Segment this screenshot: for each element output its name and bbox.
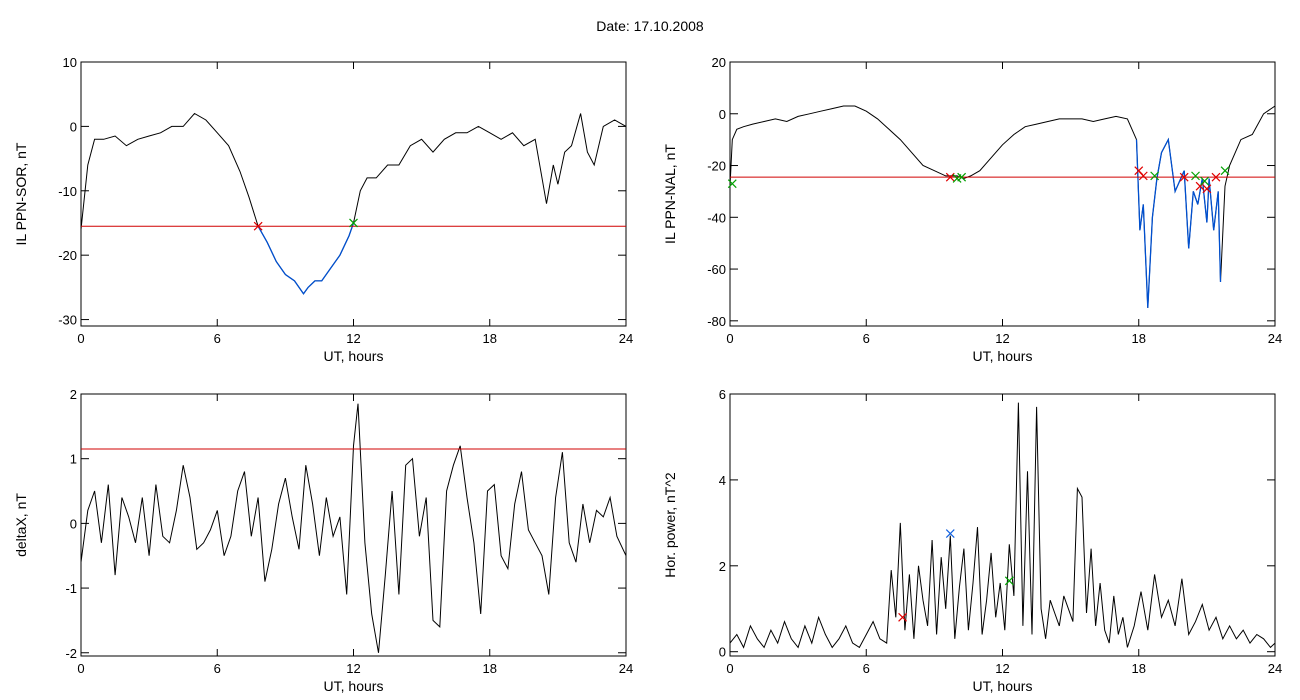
x-axis-label: UT, hours (324, 348, 384, 364)
x-axis-label: UT, hours (324, 678, 384, 694)
y-tick-label: -40 (707, 210, 726, 225)
x-tick-label: 6 (863, 331, 870, 346)
page-title: Date: 17.10.2008 (596, 18, 704, 34)
plot-frame (80, 61, 627, 327)
y-axis-label: IL PPN-SOR, nT (13, 142, 29, 245)
plot-frame (80, 393, 627, 657)
x-tick-label: 0 (726, 661, 733, 676)
y-tick-label: 4 (719, 473, 726, 488)
series-line (730, 402, 1275, 649)
x-tick-label: 0 (77, 331, 84, 346)
y-tick-label: 6 (719, 387, 726, 402)
y-tick-label: 2 (719, 559, 726, 574)
marker-blue (945, 529, 955, 539)
marker-red (253, 221, 263, 231)
marker-green (957, 172, 967, 182)
y-tick-label: 1 (70, 452, 77, 467)
chart-panel-1: 0 6 12 18 24 -30 -20 -10 0 10 UT, hours IL PPN-SOR,… (13, 55, 633, 364)
marker-red (1211, 172, 1221, 182)
marker-red (1179, 172, 1189, 182)
y-tick-label: 10 (63, 55, 77, 70)
x-tick-label: 6 (214, 661, 221, 676)
y-tick-label: -80 (707, 314, 726, 329)
x-tick-label: 12 (346, 661, 360, 676)
y-axis-label: IL PPN-NAL, nT (662, 144, 678, 244)
marker-green (349, 218, 358, 228)
marker-red (1138, 171, 1148, 181)
series-line (730, 105, 1275, 308)
highlight-line (1135, 137, 1222, 308)
y-tick-label: -1 (65, 581, 77, 596)
marker-red (898, 612, 908, 622)
marker-green (1220, 166, 1230, 176)
y-tick-label: 2 (70, 387, 77, 402)
x-tick-label: 18 (1132, 331, 1146, 346)
y-tick-label: -20 (707, 159, 726, 174)
x-tick-label: 24 (619, 331, 633, 346)
x-tick-label: 6 (214, 331, 221, 346)
x-tick-label: 24 (619, 661, 633, 676)
y-tick-label: 0 (70, 516, 77, 531)
series-line (81, 112, 626, 295)
x-tick-label: 24 (1268, 331, 1282, 346)
x-tick-label: 6 (863, 661, 870, 676)
y-tick-label: -20 (58, 248, 77, 263)
marker-red (1202, 184, 1212, 194)
y-tick-label: -10 (58, 184, 77, 199)
marker-green (727, 179, 737, 189)
y-axis-label: deltaX, nT (13, 493, 29, 557)
x-tick-label: 18 (1132, 661, 1146, 676)
x-tick-label: 18 (483, 331, 497, 346)
y-tick-label: 0 (70, 119, 77, 134)
y-tick-label: 0 (719, 107, 726, 122)
x-tick-label: 12 (995, 661, 1009, 676)
marker-green (1004, 576, 1014, 586)
marker-green (1200, 176, 1210, 186)
y-tick-label: -2 (65, 646, 77, 661)
x-axis-label: UT, hours (973, 678, 1033, 694)
x-tick-label: 24 (1268, 661, 1282, 676)
y-tick-label: 0 (719, 645, 726, 660)
x-tick-label: 18 (483, 661, 497, 676)
x-tick-label: 0 (77, 661, 84, 676)
x-tick-label: 0 (726, 331, 733, 346)
marker-green (1191, 171, 1200, 181)
marker-red (945, 172, 955, 182)
chart-panel-2: 0 6 12 18 24 -80 -60 -40 -20 0 20 UT, hours IL PPN-N… (662, 55, 1282, 364)
highlight-line (257, 222, 355, 295)
y-tick-label: -60 (707, 262, 726, 277)
y-tick-label: -30 (58, 313, 77, 328)
x-tick-label: 12 (346, 331, 360, 346)
x-axis-label: UT, hours (973, 348, 1033, 364)
y-tick-label: 20 (712, 55, 726, 70)
plot-frame (729, 393, 1276, 657)
marker-green (1150, 171, 1160, 181)
series-line (81, 403, 626, 653)
x-tick-label: 12 (995, 331, 1009, 346)
y-axis-label: Hor. power, nT^2 (662, 472, 678, 578)
